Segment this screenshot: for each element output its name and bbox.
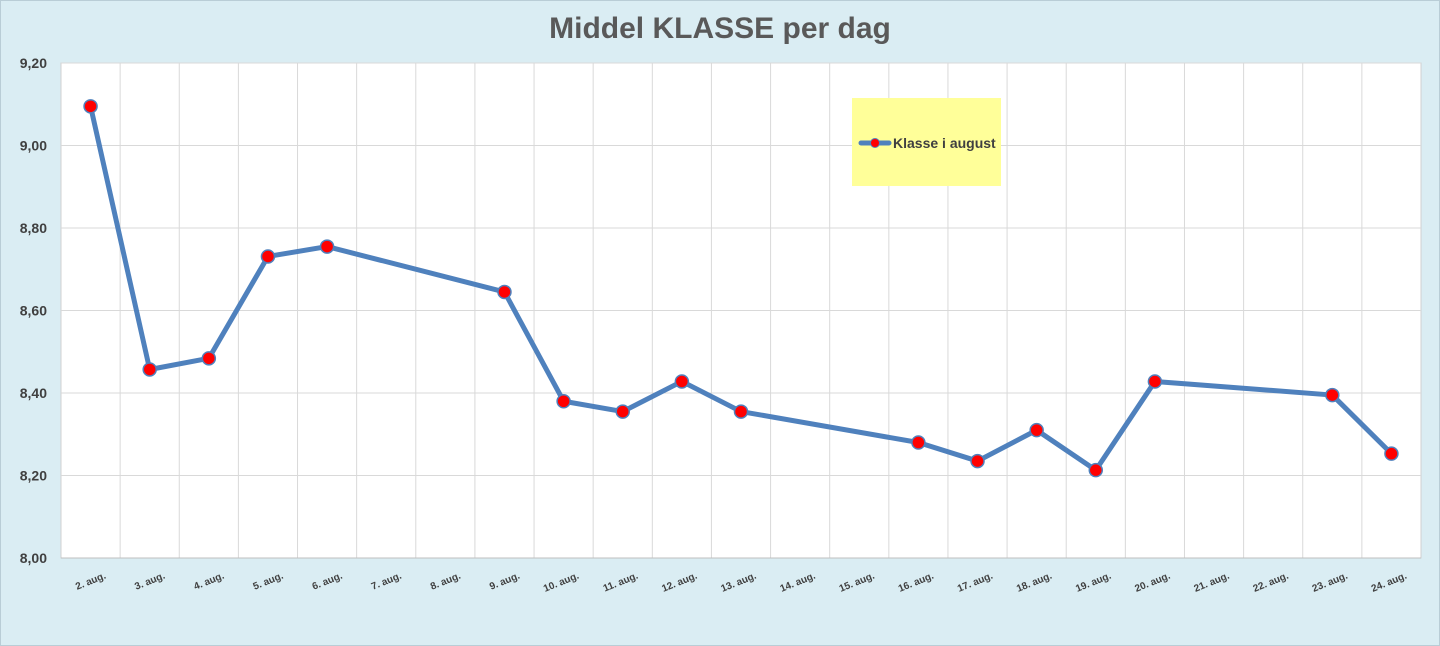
data-point — [201, 351, 217, 366]
data-point — [556, 394, 571, 409]
legend-marker-swatch — [870, 138, 880, 148]
x-tick-label: 5. aug. — [252, 571, 286, 593]
y-tick-label: 8,80 — [20, 220, 47, 236]
y-tick-label: 8,60 — [20, 303, 47, 319]
x-tick-label: 15. aug. — [838, 571, 877, 595]
data-point — [1029, 422, 1044, 438]
x-tick-label: 16. aug. — [897, 571, 936, 595]
y-tick-label: 8,20 — [20, 468, 47, 484]
x-tick-label: 12. aug. — [660, 571, 699, 595]
data-point — [1325, 387, 1340, 403]
x-tick-label: 19. aug. — [1074, 571, 1113, 595]
data-point — [260, 249, 276, 264]
x-tick-label: 14. aug. — [779, 571, 818, 595]
data-point — [497, 284, 512, 300]
y-tick-label: 9,00 — [20, 138, 47, 154]
x-tick-label: 17. aug. — [956, 571, 995, 595]
x-tick-label: 7. aug. — [370, 571, 404, 593]
x-tick-label: 13. aug. — [719, 571, 758, 595]
data-point — [674, 374, 690, 389]
data-point — [615, 404, 630, 419]
x-tick-label: 2. aug. — [74, 571, 108, 593]
legend-label: Klasse i august — [893, 135, 996, 151]
data-point — [911, 435, 926, 450]
x-tick-label: 21. aug. — [1193, 571, 1232, 595]
data-point — [319, 239, 335, 254]
x-tick-label: 6. aug. — [311, 571, 345, 593]
x-tick-label: 3. aug. — [133, 571, 167, 593]
x-tick-label: 20. aug. — [1133, 571, 1172, 595]
y-tick-label: 8,40 — [20, 385, 47, 401]
x-tick-label: 23. aug. — [1311, 571, 1350, 595]
x-tick-label: 24. aug. — [1370, 571, 1409, 595]
x-tick-label: 10. aug. — [542, 571, 581, 595]
data-point — [1088, 462, 1104, 478]
y-tick-label: 8,00 — [20, 550, 47, 566]
data-point — [970, 453, 985, 469]
y-tick-label: 9,20 — [20, 55, 47, 71]
x-tick-label: 9. aug. — [488, 571, 522, 593]
x-tick-label: 8. aug. — [429, 571, 463, 593]
chart-title: Middel KLASSE per dag — [549, 12, 891, 45]
data-point — [142, 362, 157, 377]
data-point — [1147, 374, 1163, 389]
data-point — [733, 404, 749, 419]
data-point — [83, 99, 98, 114]
x-tick-label: 18. aug. — [1015, 571, 1054, 595]
x-tick-label: 22. aug. — [1252, 571, 1291, 595]
x-tick-label: 11. aug. — [602, 571, 640, 595]
x-tick-label: 4. aug. — [192, 571, 226, 593]
data-point — [1384, 446, 1399, 461]
